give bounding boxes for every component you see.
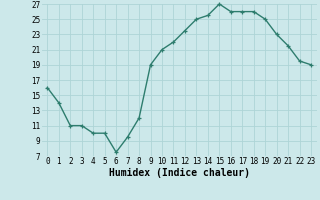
X-axis label: Humidex (Indice chaleur): Humidex (Indice chaleur) — [109, 168, 250, 178]
